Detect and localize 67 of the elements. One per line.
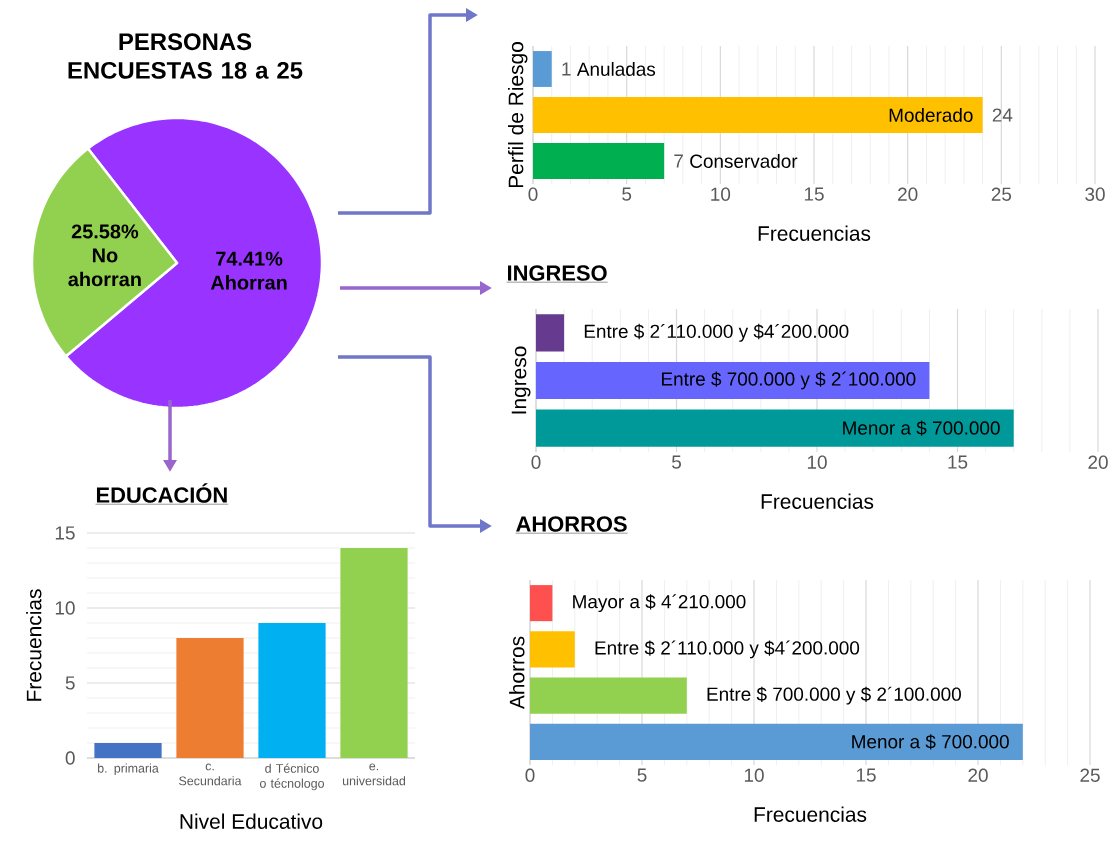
x-tick-label: 5	[622, 187, 632, 201]
y-tick-label: Menor a $ 700.000	[852, 734, 1009, 750]
x-tick-label: c. Secundaria	[179, 763, 242, 786]
y-tick-label: Entre $ 2´110.000 y $4´200.000	[595, 640, 860, 659]
x-tick-label: 30	[1085, 187, 1105, 201]
y-tick-label: Anuladas	[576, 62, 656, 76]
x-tick-label: b. primaria	[98, 763, 159, 776]
data-label: 25.58%	[71, 224, 139, 239]
y-axis-title: Frecuencias	[26, 589, 42, 701]
y-tick-label: 5	[65, 676, 75, 690]
y-axis-title: Ingreso	[511, 346, 531, 414]
x-tick-label: 0	[525, 768, 535, 782]
y-tick-label: Mayor a $ 4´210.000	[573, 594, 746, 613]
data-label: 7	[674, 154, 683, 168]
x-axis-title: Nivel Educativo	[180, 813, 323, 829]
bar	[258, 623, 326, 758]
bar	[533, 143, 665, 179]
chart-title: EDUCACIÓN	[96, 483, 227, 503]
bar	[533, 97, 983, 133]
x-tick-label: 20	[968, 768, 988, 782]
y-tick-label: 10	[55, 601, 75, 615]
x-tick-label: 0	[528, 187, 538, 201]
x-tick-label: 15	[804, 187, 824, 201]
y-tick-label: Moderado	[889, 108, 973, 122]
y-tick-label: Entre $ 700.000 y $ 2´100.000	[707, 686, 961, 705]
data-label: 1	[562, 62, 571, 76]
y-tick-label: Entre $ 700.000 y $ 2´100.000	[662, 371, 916, 390]
data-label: 74.41%	[216, 251, 283, 266]
x-tick-label: 20	[1088, 455, 1108, 469]
chart-title: INGRESO	[508, 265, 607, 281]
x-axis-title: Frecuencias	[754, 806, 867, 822]
x-tick-label: 0	[531, 455, 541, 469]
x-tick-label: d Técnico o técnologo	[259, 763, 325, 791]
bar	[94, 743, 162, 758]
y-axis-title: Perfil de Riesgo	[507, 42, 528, 188]
bar	[536, 409, 1014, 447]
y-tick-label: Entre $ 2´110.000 y $4´200.000	[584, 323, 849, 342]
slice-label: No ahorran	[68, 248, 141, 287]
bar	[536, 314, 565, 352]
x-tick-label: 25	[991, 187, 1012, 201]
bar	[530, 631, 575, 668]
x-tick-label: 10	[744, 768, 764, 782]
chart-title: AHORROS	[516, 516, 627, 532]
x-tick-label: 5	[671, 455, 681, 469]
data-label: 24	[992, 108, 1013, 122]
y-tick-label: Menor a $ 700.000	[843, 420, 1000, 436]
bar	[533, 51, 552, 87]
bar	[340, 548, 408, 758]
y-tick-label: 0	[65, 751, 75, 765]
x-tick-label: e. universidad	[342, 763, 406, 786]
x-tick-label: 20	[898, 187, 918, 201]
x-tick-label: 15	[856, 768, 876, 782]
bar	[536, 361, 930, 400]
bar	[530, 585, 553, 622]
y-tick-label: 15	[55, 526, 75, 540]
x-axis-title: Frecuencias	[758, 225, 871, 241]
x-tick-label: 25	[1080, 768, 1100, 782]
y-axis-title: Ahorros	[509, 636, 525, 710]
chart-title: PERSONAS ENCUESTAS 18 a 25	[68, 33, 303, 79]
x-tick-label: 5	[637, 768, 647, 782]
y-tick-label: Conservador	[690, 154, 798, 168]
slice-label: Ahorran	[210, 274, 287, 290]
x-axis-title: Frecuencias	[761, 493, 874, 509]
bar	[530, 677, 687, 714]
bar	[530, 723, 1023, 760]
bar	[176, 638, 244, 758]
x-tick-label: 10	[807, 455, 827, 469]
